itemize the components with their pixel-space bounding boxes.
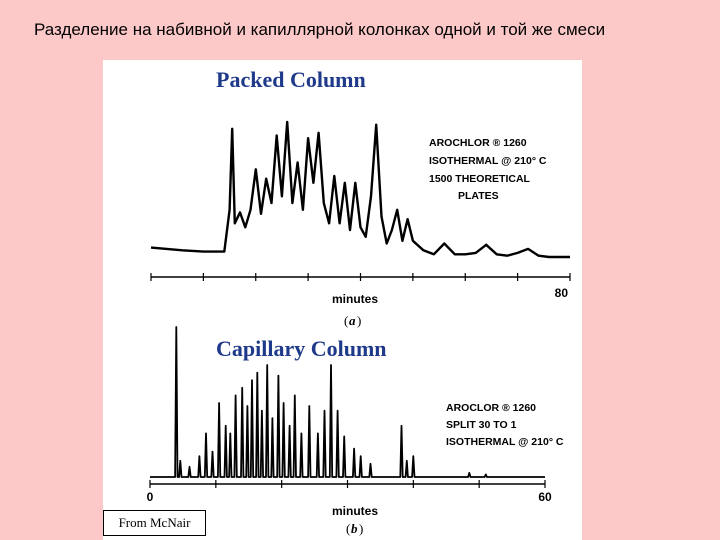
capillary-column-ticks <box>149 480 546 488</box>
packed-column-annotation-3: 1500 THEORETICAL <box>429 173 531 185</box>
packed-column-annotation-1: AROCHLOR ® 1260 <box>429 137 527 149</box>
chromatogram-svg: Packed Column 80 minutes ( a ) AROCHLOR … <box>147 67 571 536</box>
packed-column-annotation-2: ISOTHERMAL @ 210° C <box>429 155 547 167</box>
packed-column-xlabel: minutes <box>332 292 378 306</box>
packed-column-panel-open: ( <box>344 313 348 328</box>
packed-column-ticks <box>150 273 571 281</box>
capillary-column-trace <box>150 326 545 478</box>
capillary-column-panel-close: ) <box>359 521 363 536</box>
packed-column-tick-label: 80 <box>555 286 569 300</box>
capillary-column-tick-label-end: 60 <box>538 490 552 504</box>
slide-title: Разделение на набивной и капиллярной кол… <box>34 20 606 39</box>
packed-column-panel: Packed Column 80 minutes ( a ) AROCHLOR … <box>150 67 571 328</box>
capillary-column-annotation-3: ISOTHERMAL @ 210° C <box>446 436 564 448</box>
packed-column-panel-close: ) <box>357 313 361 328</box>
packed-column-title: Packed Column <box>216 67 366 92</box>
capillary-column-tick-label-start: 0 <box>147 490 154 504</box>
capillary-column-annotation-2: SPLIT 30 TO 1 <box>446 419 517 431</box>
packed-column-panel-letter: a <box>349 313 356 328</box>
chromatogram-figure: Packed Column 80 minutes ( a ) AROCHLOR … <box>103 60 582 540</box>
packed-column-annotation-4: PLATES <box>458 190 499 202</box>
capillary-column-title: Capillary Column <box>216 336 387 361</box>
capillary-column-xlabel: minutes <box>332 504 378 518</box>
capillary-column-panel-letter: b <box>351 521 358 536</box>
packed-column-trace <box>150 120 570 259</box>
capillary-column-annotation-1: AROCLOR ® 1260 <box>446 402 536 414</box>
capillary-column-panel: Capillary Column 0 60 minutes ( b ) AROC… <box>147 326 564 536</box>
capillary-column-panel-open: ( <box>346 521 350 536</box>
source-credit: From McNair <box>103 510 206 536</box>
